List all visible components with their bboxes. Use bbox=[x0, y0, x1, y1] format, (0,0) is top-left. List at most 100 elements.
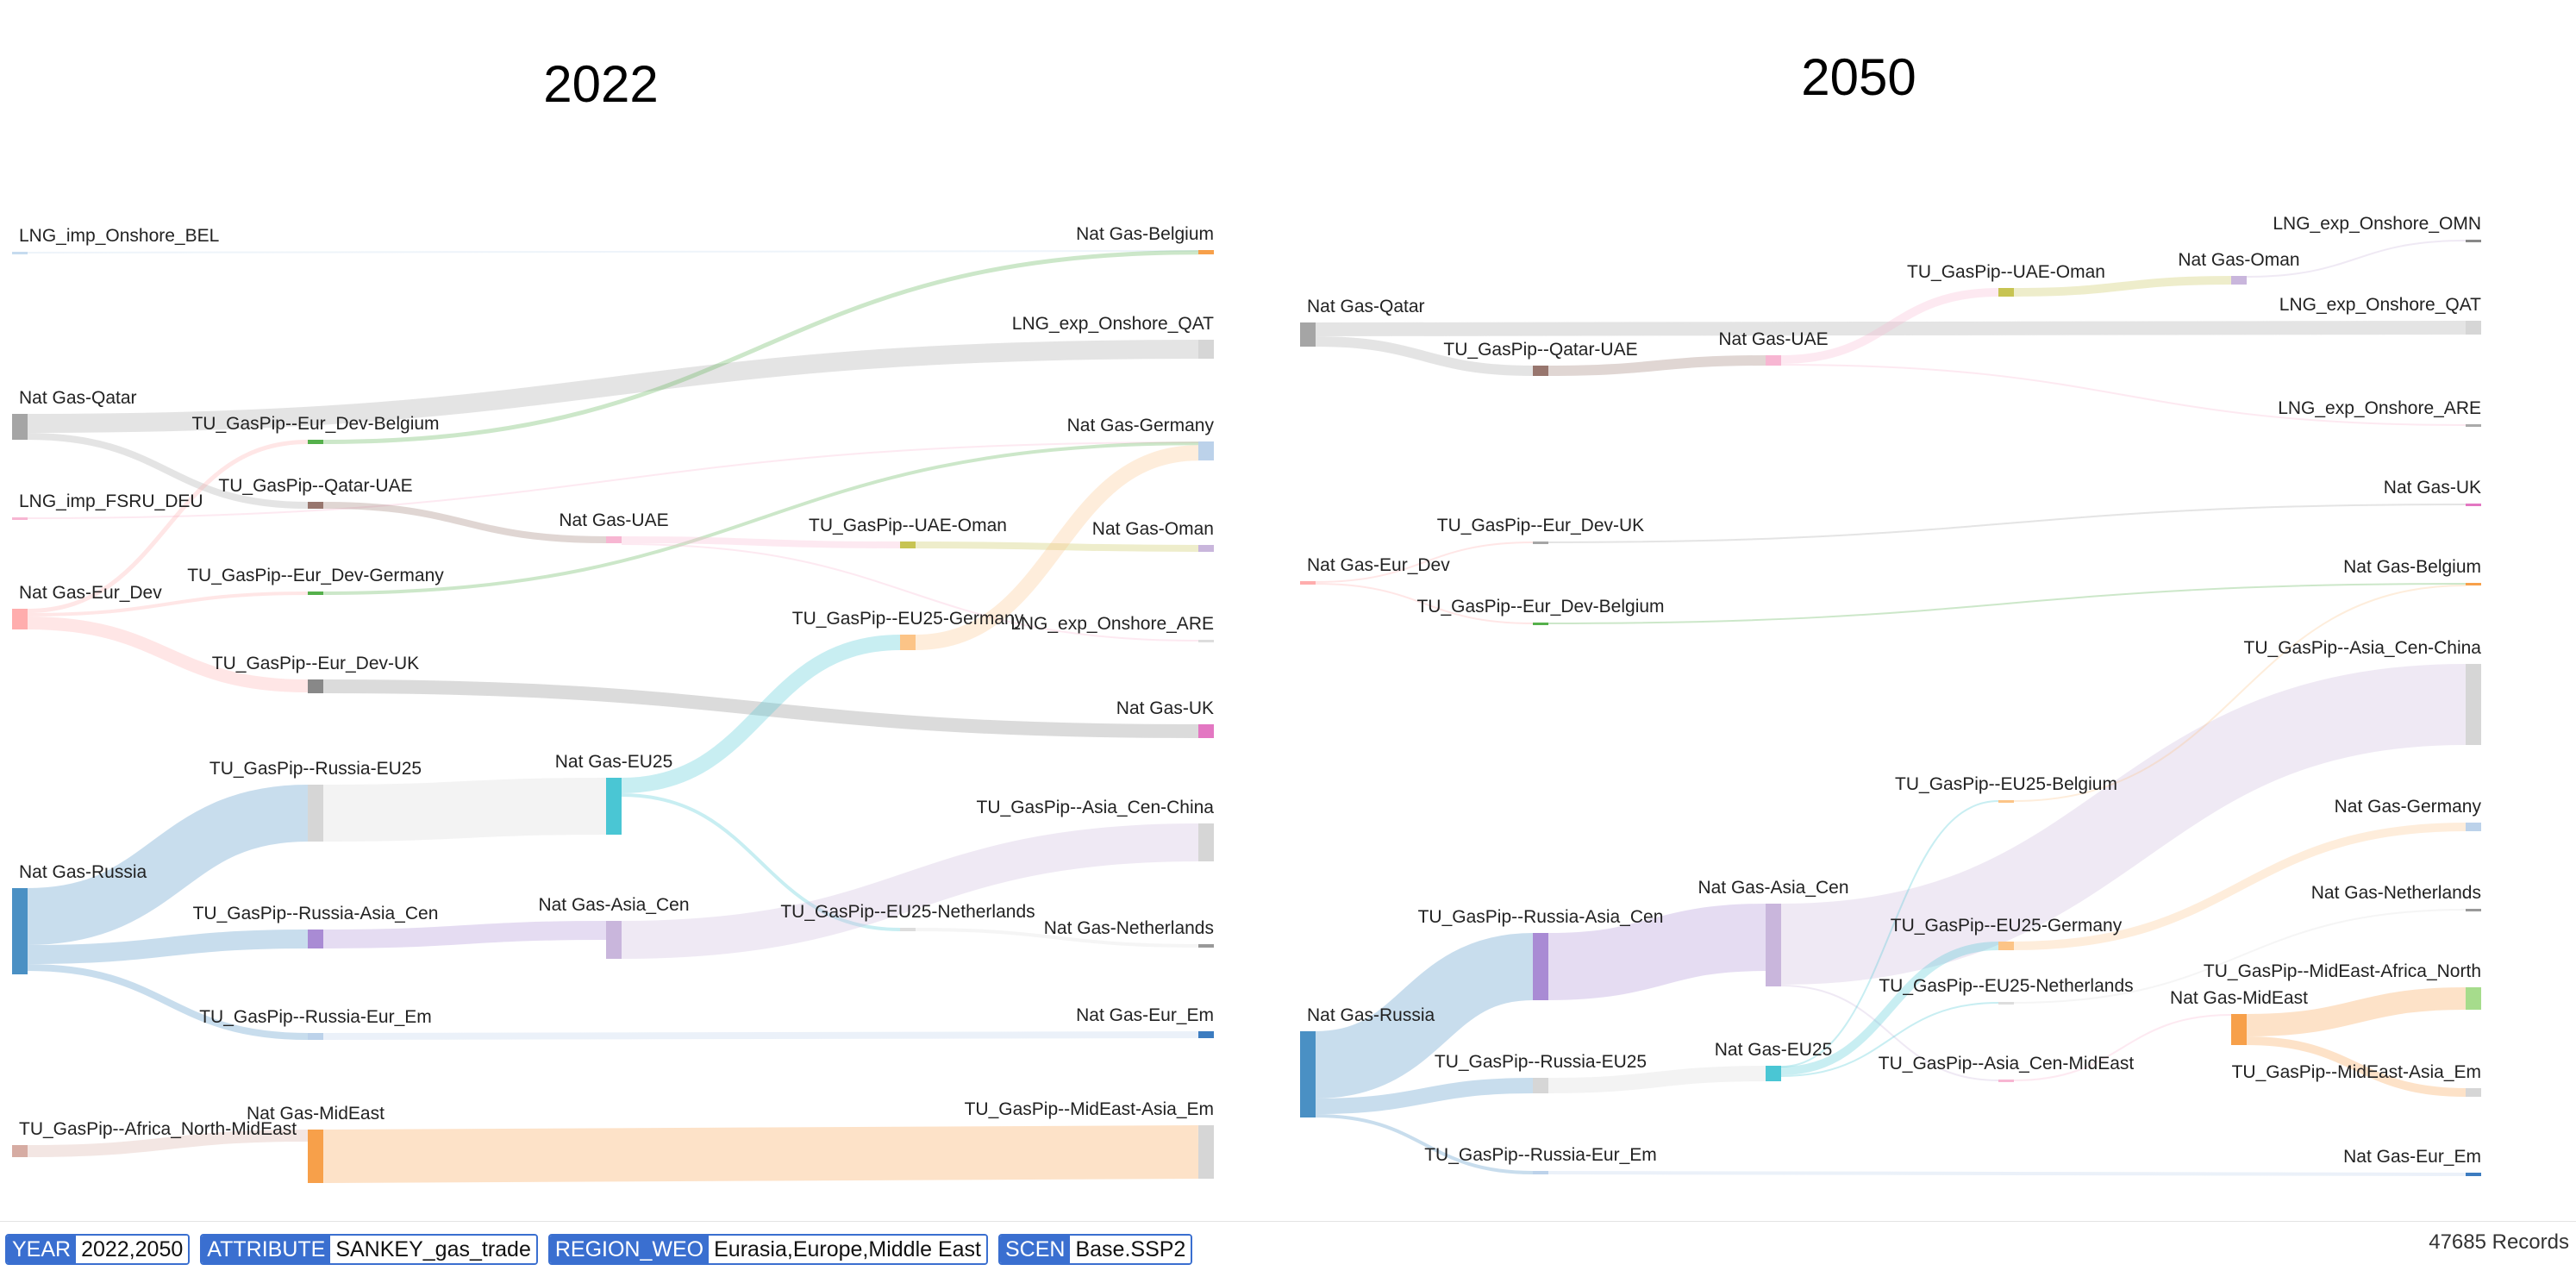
node-nat-gas-russia[interactable] bbox=[1300, 1031, 1316, 1117]
node-tu-gaspip-eu25-germany[interactable] bbox=[1998, 942, 2014, 950]
flow-pip_eu25_ger-to-gas_ger[interactable] bbox=[2013, 823, 2467, 950]
node-tu-gaspip-russia-asia-cen[interactable] bbox=[308, 930, 323, 948]
flow-pip_rus_asia-to-asia_cen[interactable] bbox=[1547, 904, 1766, 1000]
flow-eu25-to-pip_eu25_ger[interactable] bbox=[621, 635, 901, 793]
flow-pip_dev_bel-to-gas_bel[interactable] bbox=[1547, 583, 2467, 624]
flow-uae-to-are_exp[interactable] bbox=[1780, 364, 2467, 426]
node-lng-exp-onshore-are[interactable] bbox=[2466, 424, 2481, 427]
node-nat-gas-belgium[interactable] bbox=[1198, 250, 1214, 254]
node-nat-gas-oman[interactable] bbox=[2231, 276, 2247, 285]
node-tu-gaspip-asia-cen-china[interactable] bbox=[1198, 823, 1214, 861]
node-nat-gas-germany[interactable] bbox=[1198, 441, 1214, 460]
flow-pip_rus_em-to-gas_em[interactable] bbox=[1547, 1171, 2467, 1176]
node-nat-gas-eur-em[interactable] bbox=[2466, 1173, 2481, 1176]
node-nat-gas-eu25[interactable] bbox=[1766, 1066, 1781, 1081]
flow-eu25-to-pip_eu25_bel[interactable] bbox=[1780, 800, 1999, 1067]
flow-pip_dev_uk-to-gas_uk[interactable] bbox=[1547, 504, 2467, 543]
node-tu-gaspip-russia-asia-cen[interactable] bbox=[1533, 933, 1548, 1000]
node-lng-exp-onshore-omn[interactable] bbox=[2466, 240, 2481, 242]
node-nat-gas-oman[interactable] bbox=[1198, 545, 1214, 552]
node-tu-gaspip-mideast-africa-north[interactable] bbox=[2466, 987, 2481, 1010]
flow-asia_cen-to-pip_asia_chn[interactable] bbox=[621, 823, 1199, 959]
flow-pip_qat_uae-to-uae[interactable] bbox=[322, 502, 607, 543]
node-nat-gas-russia[interactable] bbox=[12, 888, 28, 974]
node-tu-gaspip-eu25-netherlands[interactable] bbox=[1998, 1002, 2014, 1005]
flow-eur_dev-to-pip_dev_bel[interactable] bbox=[27, 440, 309, 613]
flow-russia-to-pip_rus_em[interactable] bbox=[1315, 1114, 1534, 1174]
node-tu-gaspip-eu25-germany[interactable] bbox=[900, 635, 916, 650]
node-lng-exp-onshore-qat[interactable] bbox=[1198, 340, 1214, 359]
node-tu-gaspip-eur-dev-uk[interactable] bbox=[1533, 541, 1548, 544]
node-tu-gaspip-uae-oman[interactable] bbox=[1998, 288, 2014, 297]
node-tu-gaspip-asia-cen-mideast[interactable] bbox=[1998, 1080, 2014, 1082]
node-tu-gaspip-russia-eur-em[interactable] bbox=[308, 1033, 323, 1040]
node-tu-gaspip-eur-dev-belgium[interactable] bbox=[1533, 623, 1548, 625]
node-nat-gas-uae[interactable] bbox=[606, 536, 622, 543]
node-nat-gas-qatar[interactable] bbox=[12, 414, 28, 440]
flow-eur_dev-to-pip_dev_uk[interactable] bbox=[1315, 541, 1534, 583]
node-nat-gas-mideast[interactable] bbox=[2231, 1014, 2247, 1045]
flow-eur_dev-to-pip_dev_ger[interactable] bbox=[27, 592, 309, 617]
flow-fsru_deu-to-gas_ger[interactable] bbox=[27, 441, 1199, 519]
node-tu-gaspip-uae-oman[interactable] bbox=[900, 541, 916, 548]
node-nat-gas-netherlands[interactable] bbox=[2466, 909, 2481, 911]
flow-pip_eu25_nld-to-gas_nld[interactable] bbox=[915, 928, 1199, 948]
flow-pip_eu25_ger-to-gas_ger[interactable] bbox=[915, 445, 1199, 650]
flow-pip_dev_bel-to-gas_bel[interactable] bbox=[322, 250, 1199, 444]
flow-pip_eu25_bel-to-gas_bel[interactable] bbox=[2013, 585, 2467, 802]
node-tu-gaspip-russia-eu25[interactable] bbox=[308, 785, 323, 842]
node-nat-gas-asia-cen[interactable] bbox=[606, 921, 622, 959]
node-nat-gas-asia-cen[interactable] bbox=[1766, 904, 1781, 986]
node-nat-gas-mideast[interactable] bbox=[308, 1130, 323, 1183]
node-tu-gaspip-mideast-asia-em[interactable] bbox=[1198, 1125, 1214, 1179]
node-tu-gaspip-qatar-uae[interactable] bbox=[308, 502, 323, 509]
node-tu-gaspip-asia-cen-china[interactable] bbox=[2466, 664, 2481, 745]
flow-pip_rus_em-to-gas_em[interactable] bbox=[322, 1031, 1199, 1040]
flow-qatar-to-pip_qat_uae[interactable] bbox=[27, 433, 309, 509]
flow-pip_dev_ger-to-gas_ger[interactable] bbox=[322, 441, 1199, 595]
flow-mideast-to-pip_mid_asiaem[interactable] bbox=[322, 1125, 1199, 1183]
flow-gas_omn-to-omn_exp[interactable] bbox=[2246, 240, 2467, 278]
node-nat-gas-qatar[interactable] bbox=[1300, 322, 1316, 347]
flow-asia_cen-to-pip_asia_chn[interactable] bbox=[1780, 664, 2467, 985]
flow-eur_dev-to-pip_dev_uk[interactable] bbox=[27, 617, 309, 692]
flow-pip_rus_asia-to-asia_cen[interactable] bbox=[322, 921, 607, 948]
node-tu-gaspip-eu25-belgium[interactable] bbox=[1998, 800, 2014, 803]
flow-russia-to-pip_rus_eu25[interactable] bbox=[1315, 1078, 1534, 1114]
flow-eu25-to-pip_eu25_nld[interactable] bbox=[621, 793, 901, 931]
node-nat-gas-eur-em[interactable] bbox=[1198, 1031, 1214, 1038]
flow-pip_uae_omn-to-gas_omn[interactable] bbox=[915, 541, 1199, 552]
flow-uae-to-pip_uae_omn[interactable] bbox=[621, 536, 901, 548]
node-lng-exp-onshore-qat[interactable] bbox=[2466, 321, 2481, 335]
node-nat-gas-uk[interactable] bbox=[1198, 724, 1214, 738]
node-lng-exp-onshore-are[interactable] bbox=[1198, 640, 1214, 642]
node-tu-gaspip-eur-dev-germany[interactable] bbox=[308, 592, 323, 595]
node-lng-imp-onshore-bel[interactable] bbox=[12, 252, 28, 254]
flow-lng_imp_bel-to-gas_bel[interactable] bbox=[27, 250, 1199, 254]
filter-attribute[interactable]: ATTRIBUTE SANKEY_gas_trade bbox=[200, 1234, 538, 1265]
flow-mideast-to-pip_mid_asiaem[interactable] bbox=[2246, 1036, 2467, 1097]
node-tu-gaspip-russia-eu25[interactable] bbox=[1533, 1078, 1548, 1093]
flow-eu25-to-pip_eu25_ger[interactable] bbox=[1780, 942, 1999, 1075]
flow-pip_dev_uk-to-gas_uk[interactable] bbox=[322, 679, 1199, 738]
flow-qatar-to-qat_exp[interactable] bbox=[27, 340, 1199, 433]
flow-uae-to-pip_uae_omn[interactable] bbox=[1780, 288, 1999, 364]
node-tu-gaspip-eur-dev-uk[interactable] bbox=[308, 679, 323, 693]
node-nat-gas-eu25[interactable] bbox=[606, 778, 622, 835]
filter-region[interactable]: REGION_WEO Eurasia,Europe,Middle East bbox=[547, 1234, 988, 1265]
flow-eur_dev-to-pip_dev_bel[interactable] bbox=[1315, 583, 1534, 624]
filter-scenario[interactable]: SCEN Base.SSP2 bbox=[998, 1234, 1193, 1265]
filter-year[interactable]: YEAR 2022,2050 bbox=[5, 1234, 191, 1265]
node-nat-gas-belgium[interactable] bbox=[2466, 583, 2481, 585]
node-nat-gas-eur-dev[interactable] bbox=[12, 609, 28, 629]
flow-qatar-to-pip_qat_uae[interactable] bbox=[1315, 336, 1534, 376]
node-lng-imp-fsru-deu[interactable] bbox=[12, 517, 28, 520]
node-nat-gas-netherlands[interactable] bbox=[1198, 944, 1214, 948]
node-tu-gaspip-eu25-netherlands[interactable] bbox=[900, 928, 916, 931]
node-tu-gaspip-mideast-asia-em[interactable] bbox=[2466, 1088, 2481, 1097]
flow-russia-to-pip_rus_eu25[interactable] bbox=[27, 785, 309, 945]
flow-pip_eu25_nld-to-gas_nld[interactable] bbox=[2013, 909, 2467, 1004]
flow-pip_qat_uae-to-uae[interactable] bbox=[1547, 355, 1766, 376]
node-tu-gaspip-russia-eur-em[interactable] bbox=[1533, 1171, 1548, 1174]
flow-pip_rus_eu25-to-eu25[interactable] bbox=[322, 778, 607, 842]
